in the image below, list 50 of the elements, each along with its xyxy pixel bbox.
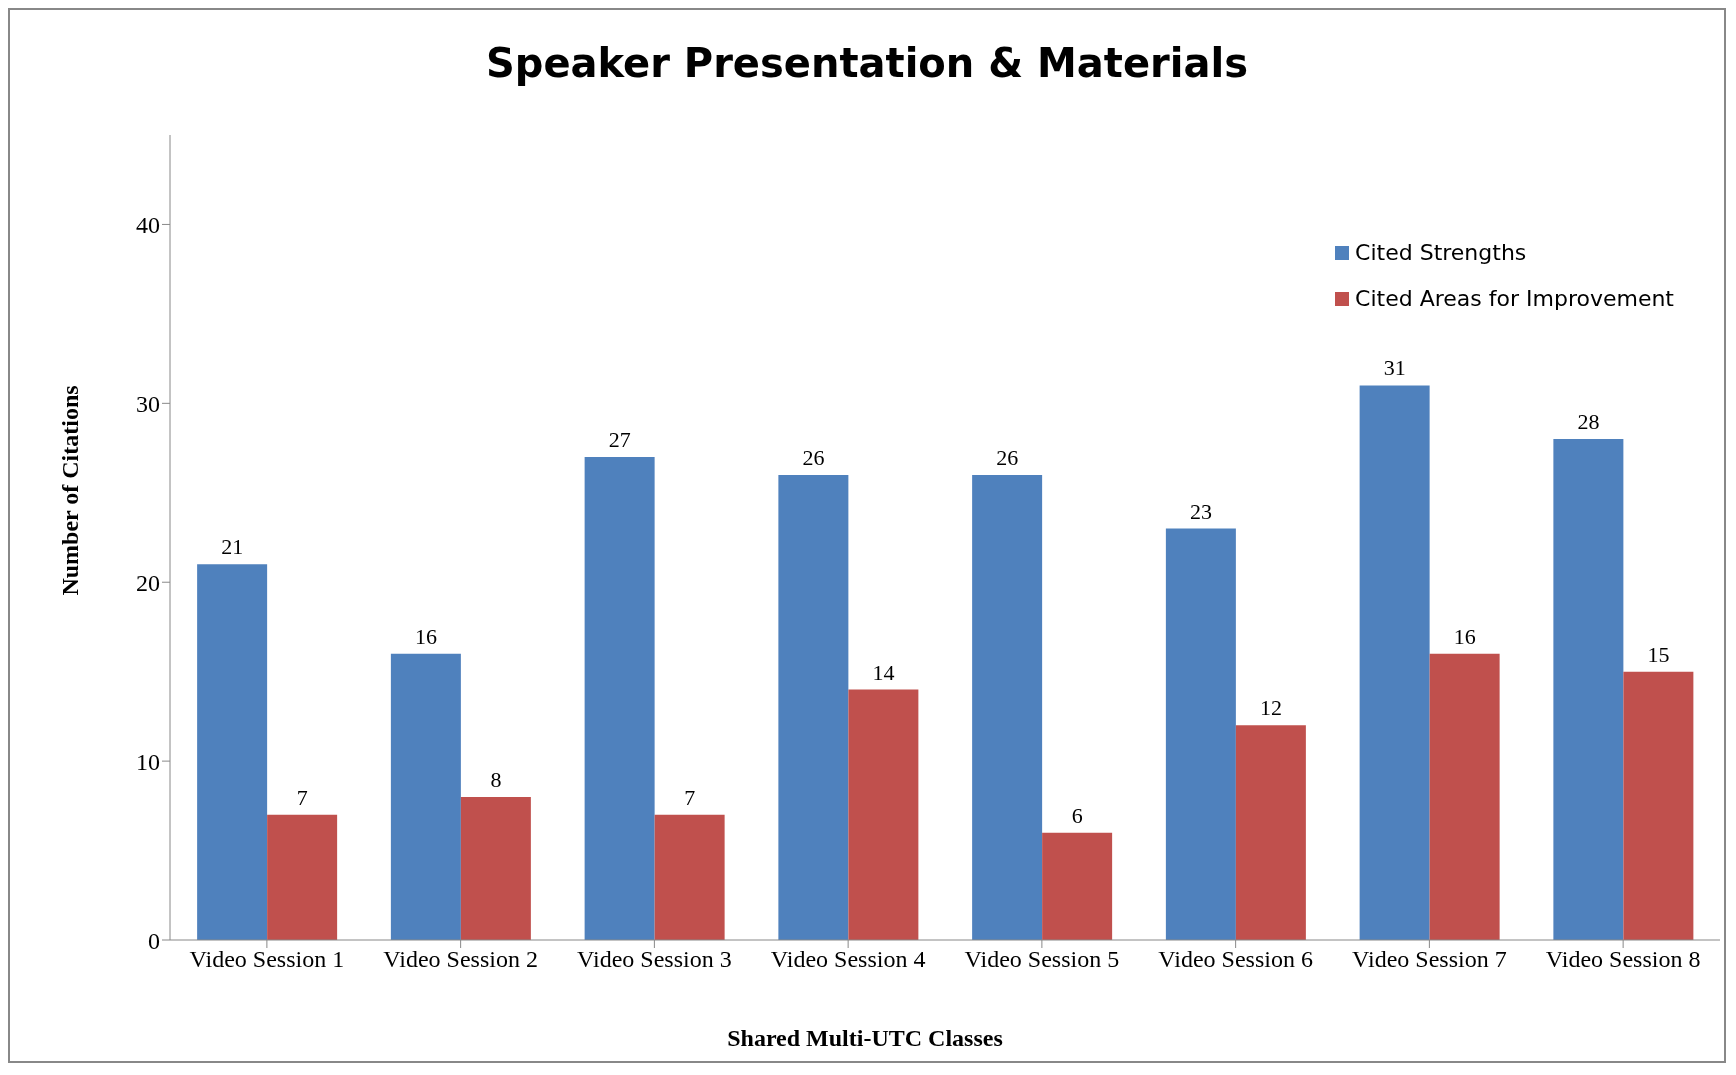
bar [1429, 653, 1500, 940]
bar [1165, 528, 1236, 940]
bar [390, 653, 461, 940]
data-label: 26 [996, 444, 1019, 470]
data-label: 27 [608, 427, 631, 452]
x-tick-label: Video Session 8 [1545, 946, 1701, 973]
bar [267, 814, 338, 940]
bar [654, 814, 725, 940]
bar [1623, 671, 1694, 940]
x-tick-label: Video Session 1 [189, 946, 345, 973]
data-label: 23 [1189, 498, 1212, 524]
bar [1553, 439, 1624, 940]
y-tick-label: 0 [148, 927, 160, 954]
data-label: 7 [296, 784, 308, 810]
y-axis-title: Number of Citations [56, 384, 84, 596]
bar [460, 796, 531, 940]
data-label: 14 [872, 659, 895, 685]
data-label: 21 [221, 534, 244, 560]
legend-label: Cited Strengths [1355, 239, 1527, 267]
x-tick-label: Video Session 3 [577, 946, 732, 973]
data-label: 12 [1259, 695, 1282, 721]
x-axis-title: Shared Multi-UTC Classes [726, 1025, 1004, 1052]
data-label: 7 [684, 784, 696, 810]
chart-title: Speaker Presentation & Materials [484, 40, 1250, 86]
legend-label: Cited Areas for Improvement [1355, 285, 1674, 313]
data-label: 15 [1647, 641, 1670, 667]
bar [584, 457, 655, 940]
bar [972, 474, 1043, 940]
bar [1042, 832, 1113, 940]
bar [1359, 385, 1430, 940]
x-tick-label: Video Session 4 [770, 946, 926, 973]
y-tick-label: 20 [136, 569, 160, 596]
data-label: 6 [1071, 802, 1083, 828]
bar [848, 689, 919, 940]
y-tick-label: 30 [136, 390, 160, 417]
data-label: 31 [1383, 355, 1406, 381]
y-tick-label: 10 [136, 748, 160, 775]
x-tick-label: Video Session 7 [1352, 946, 1507, 973]
data-label: 28 [1577, 409, 1600, 435]
data-label: 16 [1453, 623, 1476, 649]
data-label: 16 [414, 623, 437, 649]
bar [1235, 725, 1306, 940]
x-tick-label: Video Session 6 [1158, 946, 1313, 973]
bar [778, 474, 849, 940]
data-label: 26 [802, 444, 825, 470]
y-tick-label: 40 [136, 211, 160, 238]
data-label: 8 [490, 766, 502, 792]
bar [197, 564, 268, 940]
x-tick-label: Video Session 2 [383, 946, 538, 973]
x-tick-label: Video Session 5 [964, 946, 1120, 973]
